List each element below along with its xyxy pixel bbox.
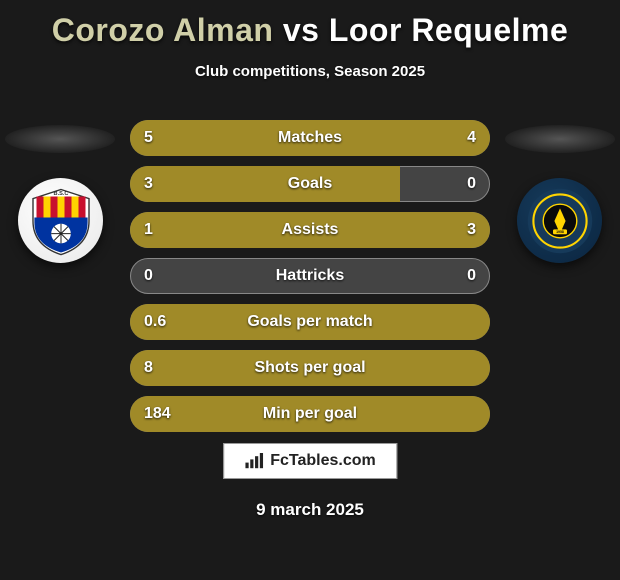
stat-value-right: 4	[467, 129, 476, 147]
stat-row: 8Shots per goal	[130, 350, 490, 386]
stat-label: Min per goal	[130, 405, 490, 423]
stat-row: 0 0Hattricks	[130, 258, 490, 294]
stat-label: Assists	[130, 221, 490, 239]
stat-row: 0.6Goals per match	[130, 304, 490, 340]
chart-icon	[244, 453, 264, 469]
stat-row: 3 0Goals	[130, 166, 490, 202]
stat-value-left: 0	[144, 267, 153, 285]
stat-value-right: 0	[467, 267, 476, 285]
stat-value-left: 1	[144, 221, 153, 239]
player1-name: Corozo Alman	[52, 12, 274, 48]
stat-value-left: 3	[144, 175, 153, 193]
independiente-valle-icon: 1958	[525, 186, 595, 256]
club-crest-left: B.S.C	[18, 178, 103, 263]
brand-text: FcTables.com	[270, 452, 376, 470]
svg-text:B.S.C: B.S.C	[53, 191, 68, 197]
stat-value-left: 5	[144, 129, 153, 147]
stat-row: 5 4Matches	[130, 120, 490, 156]
vs-word: vs	[283, 12, 320, 48]
stat-value-right: 3	[467, 221, 476, 239]
stats-bars: 54Matches30Goals13Assists00Hattricks0.6G…	[130, 120, 490, 442]
stat-value-left: 0.6	[144, 313, 166, 331]
date-text: 9 march 2025	[0, 500, 620, 520]
stat-label: Goals per match	[130, 313, 490, 331]
stat-row: 184Min per goal	[130, 396, 490, 432]
subtitle: Club competitions, Season 2025	[0, 63, 620, 80]
stat-label: Hattricks	[130, 267, 490, 285]
stat-row: 1 3Assists	[130, 212, 490, 248]
stat-value-left: 8	[144, 359, 153, 377]
stat-value-left: 184	[144, 405, 171, 423]
player2-name: Loor Requelme	[329, 12, 568, 48]
stat-label: Goals	[130, 175, 490, 193]
barcelona-sc-icon: B.S.C	[26, 186, 96, 256]
platform-right	[505, 125, 615, 153]
stat-value-right: 0	[467, 175, 476, 193]
stat-label: Matches	[130, 129, 490, 147]
platform-left	[5, 125, 115, 153]
comparison-title: Corozo Alman vs Loor Requelme	[0, 0, 620, 49]
club-crest-right: 1958	[517, 178, 602, 263]
brand-badge: FcTables.com	[223, 443, 397, 479]
svg-text:1958: 1958	[556, 229, 564, 233]
stat-label: Shots per goal	[130, 359, 490, 377]
